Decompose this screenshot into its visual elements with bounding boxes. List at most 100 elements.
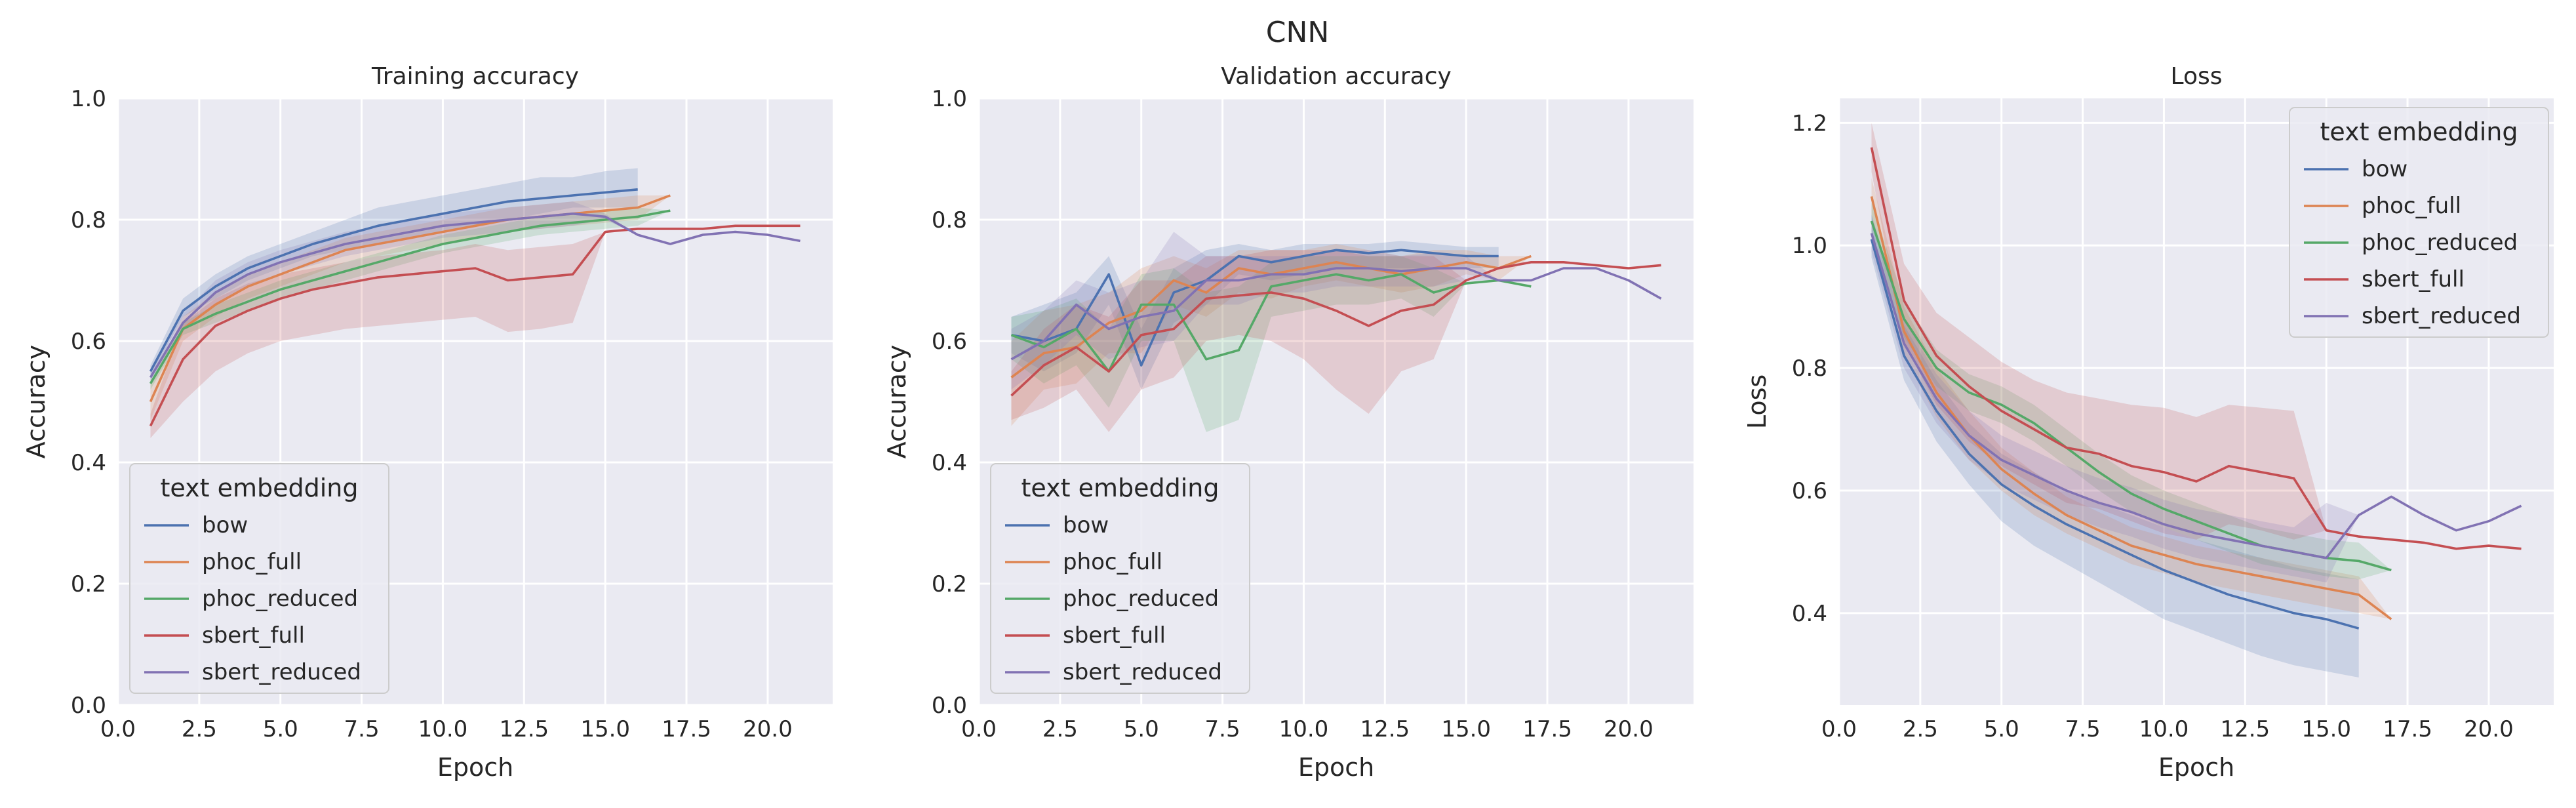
series-line-sbert-reduced (1010, 267, 1662, 361)
y-tick-label: 0.2 (71, 571, 106, 597)
series-group (1870, 123, 2522, 677)
legend-label-phoc-full: phoc_full (2362, 193, 2461, 219)
series-group (149, 168, 801, 438)
legend-label-phoc-full: phoc_full (1063, 549, 1162, 575)
legend-label-bow: bow (202, 512, 248, 538)
legend-label-sbert-full: sbert_full (202, 622, 305, 649)
legend: text embedding bow phoc_full phoc_reducedsb… (129, 463, 389, 694)
x-tick-label: 2.5 (1903, 716, 1938, 742)
x-tick-label: 7.5 (1205, 716, 1240, 742)
x-tick-label: 0.0 (1821, 716, 1857, 742)
x-tick-label: 12.5 (1360, 716, 1410, 742)
band-phoc-full (1871, 178, 2392, 620)
x-tick-label: 10.0 (2139, 716, 2189, 742)
series-line-phoc-full (1870, 196, 2392, 620)
panel-loss: 0.0 2.5 5.0 7.5 10.0 12.5 15.0 17.5 20.0 0.4 0.6 0.… (1743, 63, 2554, 782)
x-axis-label: Epoch (2158, 753, 2234, 782)
y-axis-label: Loss (1743, 374, 1772, 429)
y-tick-label: 1.2 (1792, 110, 1827, 136)
y-tick-label: 0.8 (1792, 355, 1827, 382)
legend-box (129, 463, 389, 694)
legend-title: text embedding (2320, 117, 2518, 146)
band-sbert-reduced (1011, 232, 1661, 390)
x-tick-label: 7.5 (2065, 716, 2101, 742)
x-tick-label: 5.0 (263, 716, 298, 742)
legend-label-phoc-reduced: phoc_reduced (202, 586, 358, 612)
series-line-bow (149, 188, 638, 373)
series-line-sbert-reduced (1870, 233, 2522, 559)
figure-title: CNN (1266, 16, 1330, 49)
x-tick-label: 0.0 (961, 716, 997, 742)
y-axis-label: Accuracy (22, 345, 50, 459)
x-tick-label: 0.0 (100, 716, 136, 742)
series-line-sbert-reduced (149, 212, 801, 378)
y-tick-label: 1.0 (932, 86, 967, 112)
y-tick-label: 0.0 (932, 693, 967, 719)
panel-title: Loss (2171, 63, 2223, 90)
legend-label-phoc-reduced: phoc_reduced (2362, 230, 2518, 256)
y-tick-label: 0.4 (1792, 601, 1827, 627)
y-tick-label: 0.6 (932, 329, 967, 355)
band-sbert-full (1011, 250, 1661, 432)
x-axis-label: Epoch (437, 753, 513, 782)
legend-label-sbert-reduced: sbert_reduced (202, 659, 361, 685)
x-tick-label: 20.0 (1604, 716, 1654, 742)
legend-label-sbert-reduced: sbert_reduced (2362, 303, 2521, 329)
legend-label-bow: bow (2362, 156, 2408, 182)
series-group (1010, 232, 1662, 432)
legend: text embedding bow phoc_full phoc_reducedsb… (990, 463, 1250, 694)
y-axis-label: Accuracy (882, 345, 911, 459)
y-tick-label: 0.4 (932, 450, 967, 476)
series-line-bow (1870, 239, 2360, 630)
x-tick-label: 17.5 (662, 716, 711, 742)
y-tick-label: 0.8 (71, 207, 106, 233)
x-tick-label: 12.5 (2220, 716, 2270, 742)
x-tick-label: 15.0 (1441, 716, 1491, 742)
x-tick-label: 15.0 (580, 716, 630, 742)
x-tick-label: 12.5 (499, 716, 549, 742)
x-tick-label: 17.5 (2383, 716, 2432, 742)
legend-label-sbert-full: sbert_full (2362, 266, 2465, 293)
band-sbert-reduced (150, 201, 801, 384)
x-tick-label: 20.0 (743, 716, 793, 742)
band-bow (1871, 214, 2359, 677)
x-tick-label: 15.0 (2301, 716, 2351, 742)
panel-training-accuracy: 0.0 2.5 5.0 7.5 10.0 12.5 15.0 17.5 20.0 0.0 0.2 0.… (22, 63, 833, 782)
series-line-phoc-full (149, 194, 671, 403)
y-tick-label: 0.8 (932, 207, 967, 233)
series-line-sbert-full (149, 224, 801, 427)
y-tick-label: 1.0 (1792, 233, 1827, 259)
x-tick-label: 5.0 (1984, 716, 2019, 742)
y-tick-label: 0.6 (1792, 478, 1827, 504)
series-line-sbert-full (1010, 260, 1661, 397)
x-tick-label: 10.0 (418, 716, 468, 742)
x-tick-label: 10.0 (1279, 716, 1329, 742)
band-sbert-full (1871, 123, 2522, 549)
legend-label-phoc-reduced: phoc_reduced (1063, 586, 1219, 612)
series-line-phoc-reduced (1010, 273, 1532, 373)
band-phoc-reduced (1011, 256, 1532, 432)
y-tick-label: 0.2 (932, 571, 967, 597)
series-line-sbert-full (1870, 147, 2522, 550)
x-tick-label: 17.5 (1522, 716, 1572, 742)
legend-label-bow: bow (1063, 512, 1109, 538)
band-sbert-full (150, 226, 801, 438)
x-tick-label: 7.5 (344, 716, 380, 742)
x-tick-label: 20.0 (2464, 716, 2514, 742)
band-bow (150, 168, 638, 378)
series-line-phoc-reduced (149, 209, 671, 384)
y-tick-label: 0.6 (71, 329, 106, 355)
legend-label-phoc-full: phoc_full (202, 549, 302, 575)
legend-title: text embedding (1021, 474, 1219, 502)
legend-title: text embedding (161, 474, 359, 502)
panel-title: Validation accuracy (1221, 63, 1452, 90)
x-tick-label: 5.0 (1124, 716, 1159, 742)
chart-panels: 0.0 2.5 5.0 7.5 10.0 12.5 15.0 17.5 20.0 0.0 0.2 0.… (22, 63, 2554, 782)
band-bow (1011, 241, 1499, 390)
y-tick-label: 1.0 (71, 86, 106, 112)
series-line-bow (1011, 249, 1499, 367)
x-tick-label: 2.5 (1042, 716, 1078, 742)
panel-title: Training accuracy (371, 63, 579, 90)
legend: text embedding bow phoc_full phoc_reducedsb… (2289, 107, 2549, 338)
x-tick-label: 2.5 (182, 716, 217, 742)
